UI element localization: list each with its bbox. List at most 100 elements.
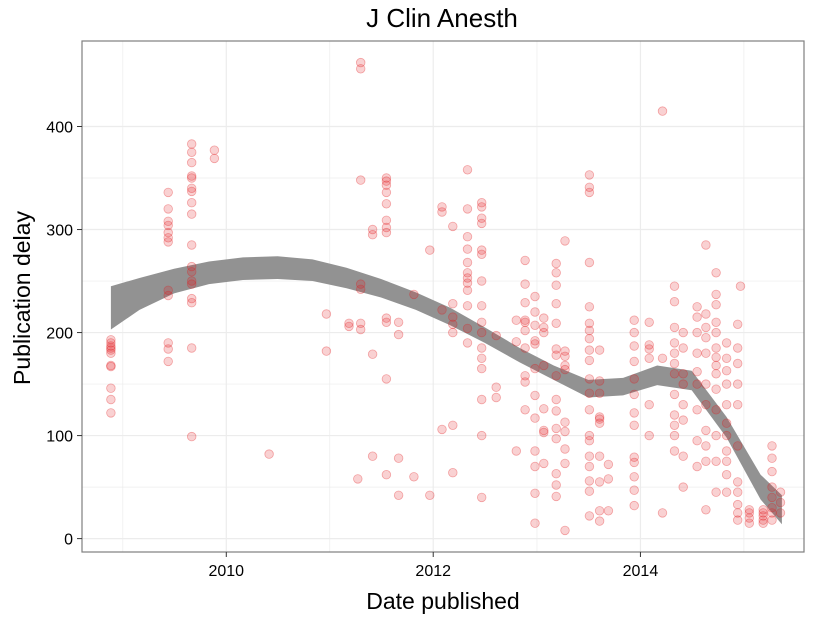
data-point [186,240,197,250]
data-point [594,506,605,516]
data-point [744,505,755,515]
data-point [520,279,530,289]
data-point [477,197,487,208]
data-point [106,343,116,353]
data-point [758,511,768,521]
data-point [701,425,711,436]
data-point [584,318,595,329]
data-point [669,410,680,420]
data-point [163,338,173,348]
data-point [711,360,721,371]
data-point [520,343,530,353]
data-point [163,356,173,367]
data-point [733,499,743,510]
data-point [520,255,530,266]
data-point [721,353,732,364]
data-point [551,423,561,434]
data-point [551,491,561,502]
data-point [163,344,173,354]
data-point [106,383,116,393]
plot-frame [81,40,805,553]
data-point [393,490,404,501]
data-point [767,482,777,492]
data-point [701,379,711,389]
data-point [701,348,711,358]
data-point [584,511,595,521]
data-point [186,139,197,149]
data-point [530,461,540,472]
data-point [530,488,540,499]
data-point [584,451,595,461]
data-point [530,446,540,456]
data-point [437,305,447,315]
data-point [163,233,173,243]
data-point [629,389,639,400]
data-point [594,451,605,461]
data-point [477,245,487,255]
smooth-band-layer [110,256,782,525]
data-point [560,346,570,356]
data-point [692,405,702,415]
data-point [448,299,458,309]
data-point [629,356,639,367]
data-point [477,202,487,212]
data-point [721,400,732,410]
x-tick-label: 2012 [415,563,451,580]
data-point [701,505,711,515]
data-point [462,244,473,254]
data-point [678,400,688,410]
data-point [186,298,197,308]
data-point [733,379,743,389]
data-point [530,390,540,401]
data-point [692,461,702,472]
data-point [551,299,561,309]
data-point [733,477,743,487]
data-point [462,278,473,288]
data-point [491,330,501,341]
data-point [209,153,220,164]
data-point [353,474,363,484]
data-point [701,333,711,343]
data-point [711,405,721,415]
data-point [644,400,654,410]
data-point [584,334,595,344]
data-point [356,279,366,289]
data-point [594,376,605,386]
data-point [584,486,595,496]
data-point [584,405,595,415]
data-point [744,508,755,518]
data-point [733,400,743,410]
data-point [462,231,473,242]
data-point [629,374,639,384]
data-point [437,202,447,212]
data-point [767,466,777,477]
data-point [477,213,487,223]
data-point [163,220,173,231]
x-tick-label: 2014 [623,563,659,580]
data-point [381,199,392,209]
data-point [669,389,680,400]
data-point [692,327,702,338]
data-point [669,338,680,348]
data-point [381,176,392,186]
data-point [560,525,570,536]
data-point [186,209,197,219]
data-point [551,258,561,269]
data-point [462,273,473,283]
data-point [629,327,639,338]
data-point [629,315,639,325]
data-point [551,406,561,416]
data-point [721,379,732,389]
data-point [186,173,197,183]
data-point [106,408,116,418]
data-point [477,327,487,338]
data-point [629,457,639,468]
data-point [767,503,777,513]
data-point [367,451,378,461]
data-point [701,322,711,333]
data-point [767,492,777,503]
data-point [539,427,549,438]
data-point [539,313,549,323]
data-point [560,351,570,362]
data-point [356,64,366,74]
